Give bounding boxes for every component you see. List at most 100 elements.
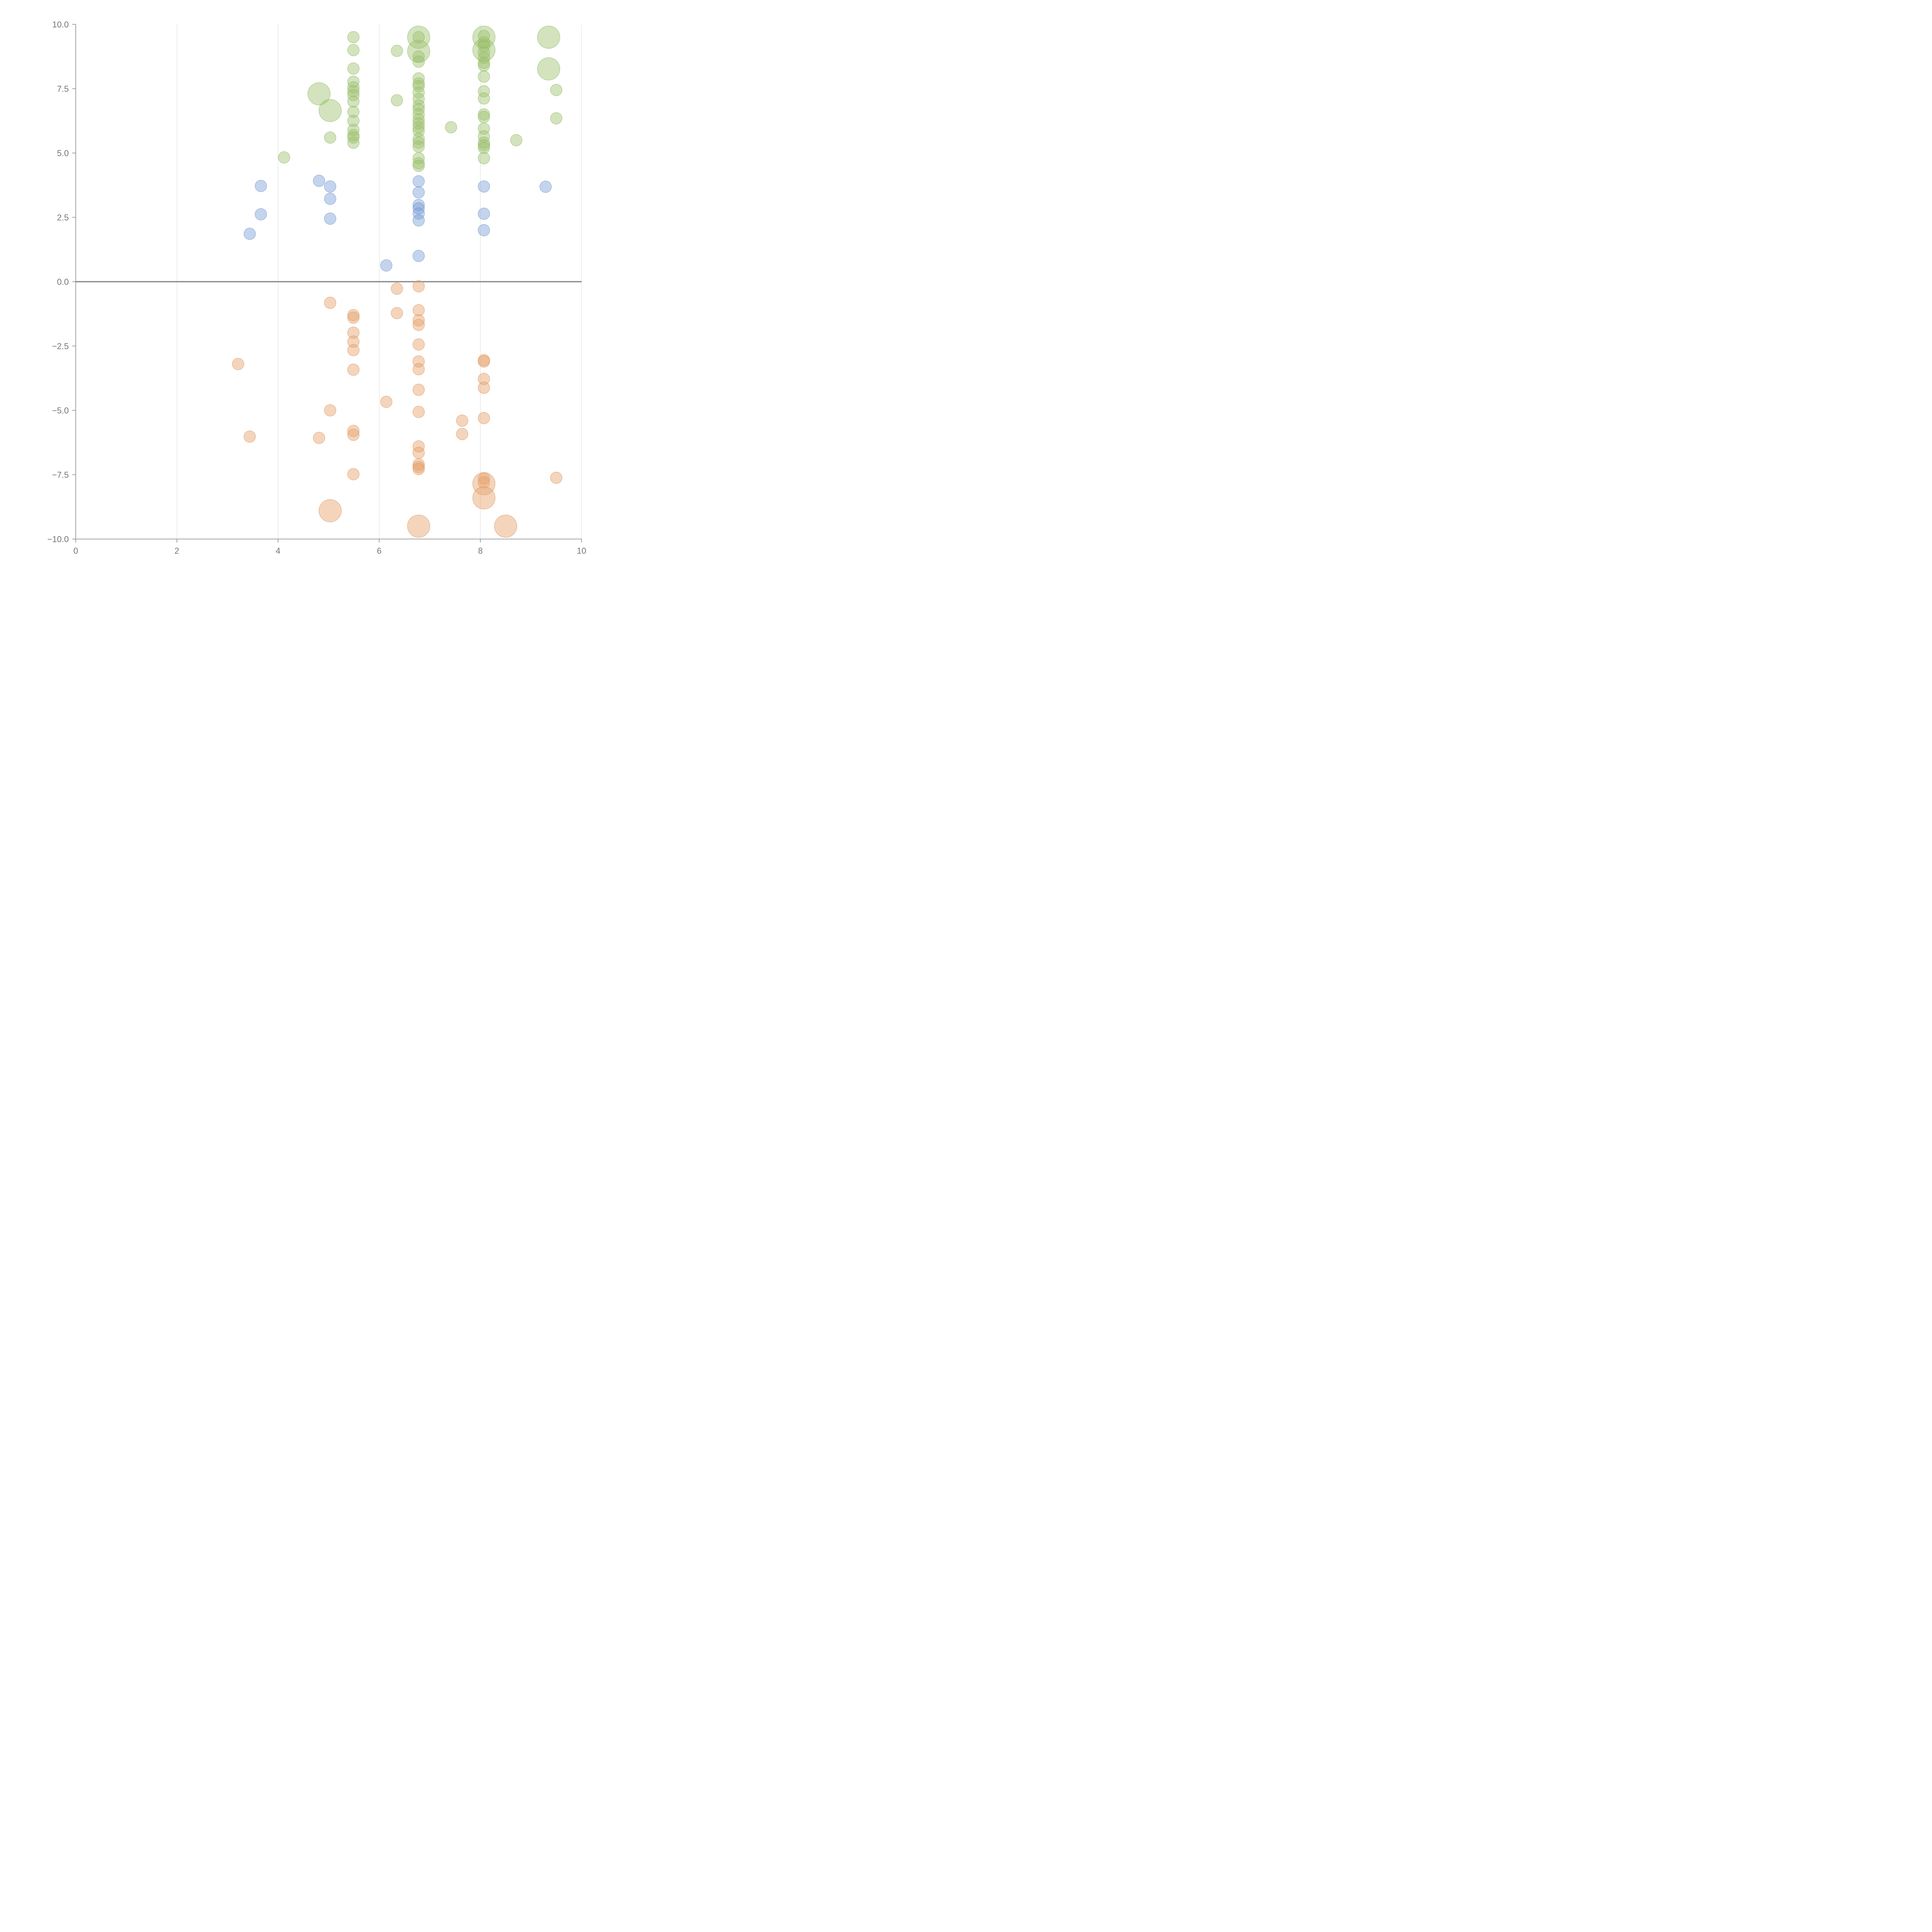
data-point xyxy=(347,344,360,356)
data-point xyxy=(347,136,360,149)
data-point xyxy=(478,141,490,154)
data-point xyxy=(412,80,425,92)
data-point xyxy=(412,175,425,188)
data-point xyxy=(412,108,425,121)
data-point xyxy=(347,115,360,127)
data-point xyxy=(412,363,425,376)
data-point xyxy=(478,355,490,368)
data-point xyxy=(412,280,425,293)
data-point xyxy=(412,93,425,105)
data-point xyxy=(412,304,425,316)
data-point xyxy=(412,157,425,170)
data-point xyxy=(412,207,425,220)
y-tick-label: 0.0 xyxy=(57,277,69,287)
data-point xyxy=(478,180,490,193)
data-point xyxy=(391,94,403,107)
data-points xyxy=(232,26,563,538)
y-tick-label: 7.5 xyxy=(57,84,69,94)
data-point xyxy=(324,131,337,144)
x-axis: 0 2 4 6 8 10 xyxy=(73,539,586,556)
data-point xyxy=(412,77,425,90)
data-point xyxy=(412,406,425,418)
data-point xyxy=(412,55,425,68)
data-point xyxy=(550,84,563,96)
data-point xyxy=(445,121,457,134)
y-tick-label: −7.5 xyxy=(52,470,69,480)
data-point xyxy=(380,396,393,408)
series-2 xyxy=(232,280,563,538)
x-tick-label: 4 xyxy=(276,546,280,556)
data-point xyxy=(313,175,325,187)
series-1 xyxy=(243,175,552,272)
y-tick-label: −2.5 xyxy=(52,342,69,351)
x-tick-label: 2 xyxy=(175,546,179,556)
data-point xyxy=(347,131,360,144)
data-point xyxy=(347,31,360,44)
data-point xyxy=(412,463,425,475)
data-point xyxy=(472,486,496,510)
series-0 xyxy=(278,26,563,172)
y-tick-label: −10.0 xyxy=(47,534,69,544)
x-tick-label: 6 xyxy=(377,546,381,556)
data-point xyxy=(347,44,360,56)
data-point xyxy=(324,180,337,193)
data-point xyxy=(412,314,425,327)
data-point xyxy=(347,95,360,108)
data-point xyxy=(380,259,393,272)
y-tick-label: 5.0 xyxy=(57,148,69,158)
data-point xyxy=(537,26,560,49)
data-point xyxy=(347,309,360,321)
data-point xyxy=(391,282,403,295)
data-point xyxy=(347,327,360,339)
data-point xyxy=(478,85,490,97)
data-point xyxy=(255,208,267,221)
data-point xyxy=(412,103,425,116)
data-point xyxy=(494,514,517,538)
data-point xyxy=(478,36,490,49)
data-point xyxy=(232,358,244,370)
data-point xyxy=(478,57,490,69)
data-point xyxy=(412,440,425,452)
data-point xyxy=(347,85,360,97)
data-point xyxy=(412,99,425,112)
data-point xyxy=(478,224,490,236)
data-point xyxy=(347,425,360,437)
data-point xyxy=(243,228,256,240)
data-point xyxy=(347,62,360,75)
data-point xyxy=(412,202,425,214)
data-point xyxy=(347,105,360,118)
data-point xyxy=(243,430,256,443)
data-point xyxy=(407,26,430,49)
data-point xyxy=(412,50,425,63)
data-point xyxy=(347,311,360,324)
data-point xyxy=(412,383,425,396)
data-point xyxy=(478,70,490,83)
y-tick-label: −5.0 xyxy=(52,406,69,415)
x-tick-label: 0 xyxy=(73,546,78,556)
data-point xyxy=(478,412,490,424)
data-point xyxy=(412,338,425,351)
data-point xyxy=(478,372,490,385)
data-point xyxy=(550,471,563,484)
data-point xyxy=(347,468,360,480)
data-point xyxy=(391,307,403,320)
data-point xyxy=(412,86,425,99)
data-point xyxy=(412,136,425,149)
data-point xyxy=(478,59,490,72)
data-point xyxy=(412,199,425,211)
data-point xyxy=(324,404,337,417)
data-point xyxy=(318,499,342,522)
data-point xyxy=(391,44,403,57)
data-point xyxy=(478,207,490,220)
data-point xyxy=(539,180,552,193)
data-point xyxy=(412,250,425,262)
data-point xyxy=(478,381,490,394)
data-point xyxy=(478,139,490,151)
y-axis: 10.0 7.5 5.0 2.5 0.0 −2.5 −5.0 −7.5 −10.0 xyxy=(47,20,76,544)
data-point xyxy=(412,214,425,227)
data-point xyxy=(412,31,425,44)
data-point xyxy=(324,296,337,309)
data-point xyxy=(324,213,337,225)
data-point xyxy=(307,82,331,105)
data-point xyxy=(313,432,325,444)
